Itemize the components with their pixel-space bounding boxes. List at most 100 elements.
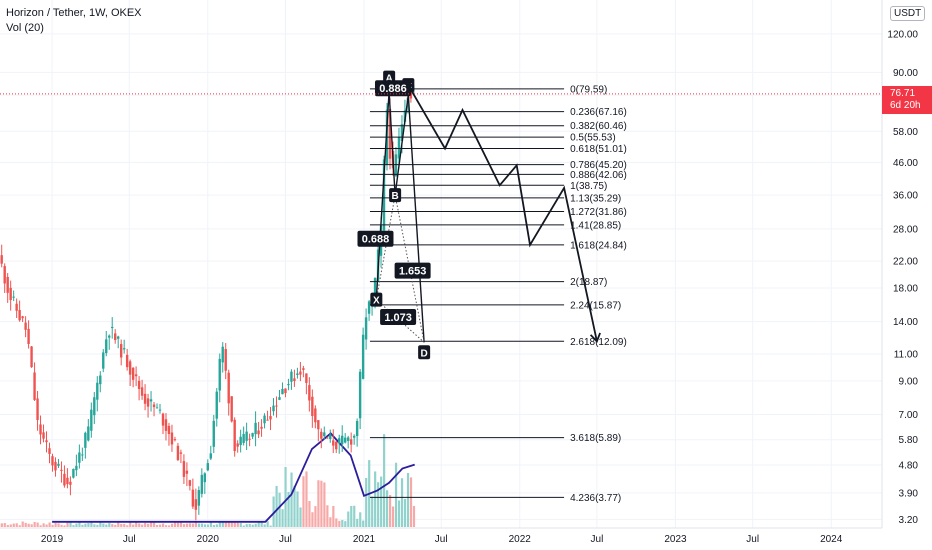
candle-body bbox=[185, 470, 189, 474]
candle-body bbox=[75, 465, 78, 471]
candle-body bbox=[72, 468, 75, 478]
pattern-ratio-label[interactable]: 1.073 bbox=[380, 308, 417, 325]
candle-body bbox=[382, 159, 386, 231]
candle-body bbox=[296, 373, 299, 375]
candle-body bbox=[128, 361, 132, 375]
candle-body bbox=[338, 438, 341, 444]
pattern-point-label: B bbox=[392, 191, 399, 202]
candle-body bbox=[90, 409, 93, 431]
candle-body bbox=[388, 108, 392, 159]
volume-bar bbox=[248, 523, 251, 527]
pattern-point-x[interactable]: X bbox=[370, 292, 383, 307]
projection-line[interactable] bbox=[409, 88, 598, 342]
volume-bar bbox=[266, 521, 269, 527]
volume-bar bbox=[388, 494, 392, 527]
candle-body bbox=[394, 154, 398, 177]
volume-bar bbox=[335, 518, 338, 527]
candle-body bbox=[242, 433, 245, 443]
volume-bar bbox=[167, 525, 171, 527]
candle-body bbox=[320, 431, 323, 439]
volume-ma-line bbox=[52, 432, 415, 523]
volume-bar bbox=[200, 523, 204, 527]
currency-badge[interactable]: USDT bbox=[890, 6, 926, 21]
fib-level-label: 1.618(24.84) bbox=[570, 240, 627, 251]
chart-legend: Horizon / Tether, 1W, OKEX Vol (20) bbox=[6, 6, 142, 36]
volume-bar bbox=[0, 523, 3, 527]
candle-body bbox=[167, 425, 171, 435]
volume-bar bbox=[179, 521, 183, 527]
volume-bar bbox=[123, 523, 126, 527]
candle-body bbox=[0, 255, 3, 264]
fib-level-label: 0(79.59) bbox=[570, 84, 607, 95]
candle-body bbox=[212, 420, 215, 447]
time-tick-label: 2022 bbox=[509, 534, 532, 545]
candle-body bbox=[152, 404, 156, 408]
candle-body bbox=[257, 430, 260, 435]
volume-bar bbox=[257, 522, 260, 527]
volume-bar bbox=[30, 524, 33, 527]
volume-bar bbox=[356, 518, 359, 527]
candle-body bbox=[161, 413, 165, 426]
volume-bar bbox=[254, 523, 257, 527]
candle-body bbox=[281, 388, 284, 395]
volume-bar bbox=[161, 523, 165, 527]
candle-body bbox=[51, 456, 54, 466]
candle-body bbox=[146, 398, 150, 407]
candle-body bbox=[361, 334, 365, 379]
candle-body bbox=[143, 393, 147, 404]
candle-body bbox=[343, 437, 347, 443]
time-axis[interactable]: 2019 Jul 2020 Jul 2021 Jul 2022 Jul 2023 Jul 2024 bbox=[41, 534, 843, 545]
volume-bar bbox=[299, 507, 302, 527]
candle-body bbox=[329, 434, 332, 439]
volume-indicator-label[interactable]: Vol (20) bbox=[6, 22, 44, 34]
price-tick-label: 5.80 bbox=[899, 435, 919, 446]
volume-bar bbox=[48, 522, 51, 527]
volume-bar bbox=[278, 492, 281, 527]
fib-level-label: 3.618(5.89) bbox=[570, 433, 621, 444]
volume-bar bbox=[203, 524, 207, 527]
volume-bar bbox=[359, 512, 362, 527]
volume-bar bbox=[150, 522, 153, 527]
pattern-point-b[interactable]: B bbox=[389, 188, 402, 203]
candle-body bbox=[15, 303, 18, 311]
candle-body bbox=[119, 344, 123, 358]
candle-body bbox=[99, 375, 102, 385]
fib-level-label: 0.382(60.46) bbox=[570, 121, 627, 132]
volume-bar bbox=[302, 476, 305, 527]
candle-body bbox=[27, 328, 30, 344]
candle-body bbox=[400, 124, 404, 141]
price-tick-label: 22.00 bbox=[893, 257, 918, 268]
volume-bar bbox=[272, 496, 275, 527]
price-tick-label: 58.00 bbox=[893, 127, 918, 138]
pattern-point-label: A bbox=[386, 74, 393, 85]
pattern-ratio-label[interactable]: 1.653 bbox=[394, 262, 431, 279]
pattern-ratio-label[interactable]: 0.886 bbox=[374, 80, 411, 97]
last-price-badge: 76.71 6d 20h bbox=[882, 86, 932, 114]
volume-bar bbox=[326, 505, 329, 527]
candle-body bbox=[188, 480, 192, 486]
volume-bar bbox=[126, 525, 129, 527]
candle-body bbox=[111, 326, 114, 329]
volume-bar bbox=[39, 525, 42, 527]
candle-body bbox=[39, 424, 42, 435]
volume-bar bbox=[338, 520, 341, 527]
pattern-ratio-label[interactable]: 0.688 bbox=[357, 230, 394, 247]
volume-bar bbox=[72, 525, 75, 527]
volume-bar bbox=[245, 524, 248, 527]
projection-path[interactable] bbox=[409, 88, 601, 343]
candle-body bbox=[69, 481, 72, 485]
candle-body bbox=[346, 437, 350, 441]
volume-bar bbox=[362, 520, 365, 527]
volume-bar bbox=[33, 521, 36, 527]
fib-level-label: 0.618(51.01) bbox=[570, 144, 627, 155]
pattern-point-d[interactable]: D bbox=[418, 345, 431, 360]
candle-body bbox=[116, 336, 120, 339]
volume-bar bbox=[391, 506, 395, 527]
time-tick-label: 2021 bbox=[353, 534, 376, 545]
symbol-title[interactable]: Horizon / Tether, 1W, OKEX bbox=[6, 7, 142, 19]
fib-extension-levels[interactable]: 0(79.59) 0.236(67.16) 0.382(60.46)0.5(55.5… bbox=[369, 84, 627, 504]
candle-body bbox=[209, 453, 212, 459]
candle-body bbox=[48, 448, 51, 454]
